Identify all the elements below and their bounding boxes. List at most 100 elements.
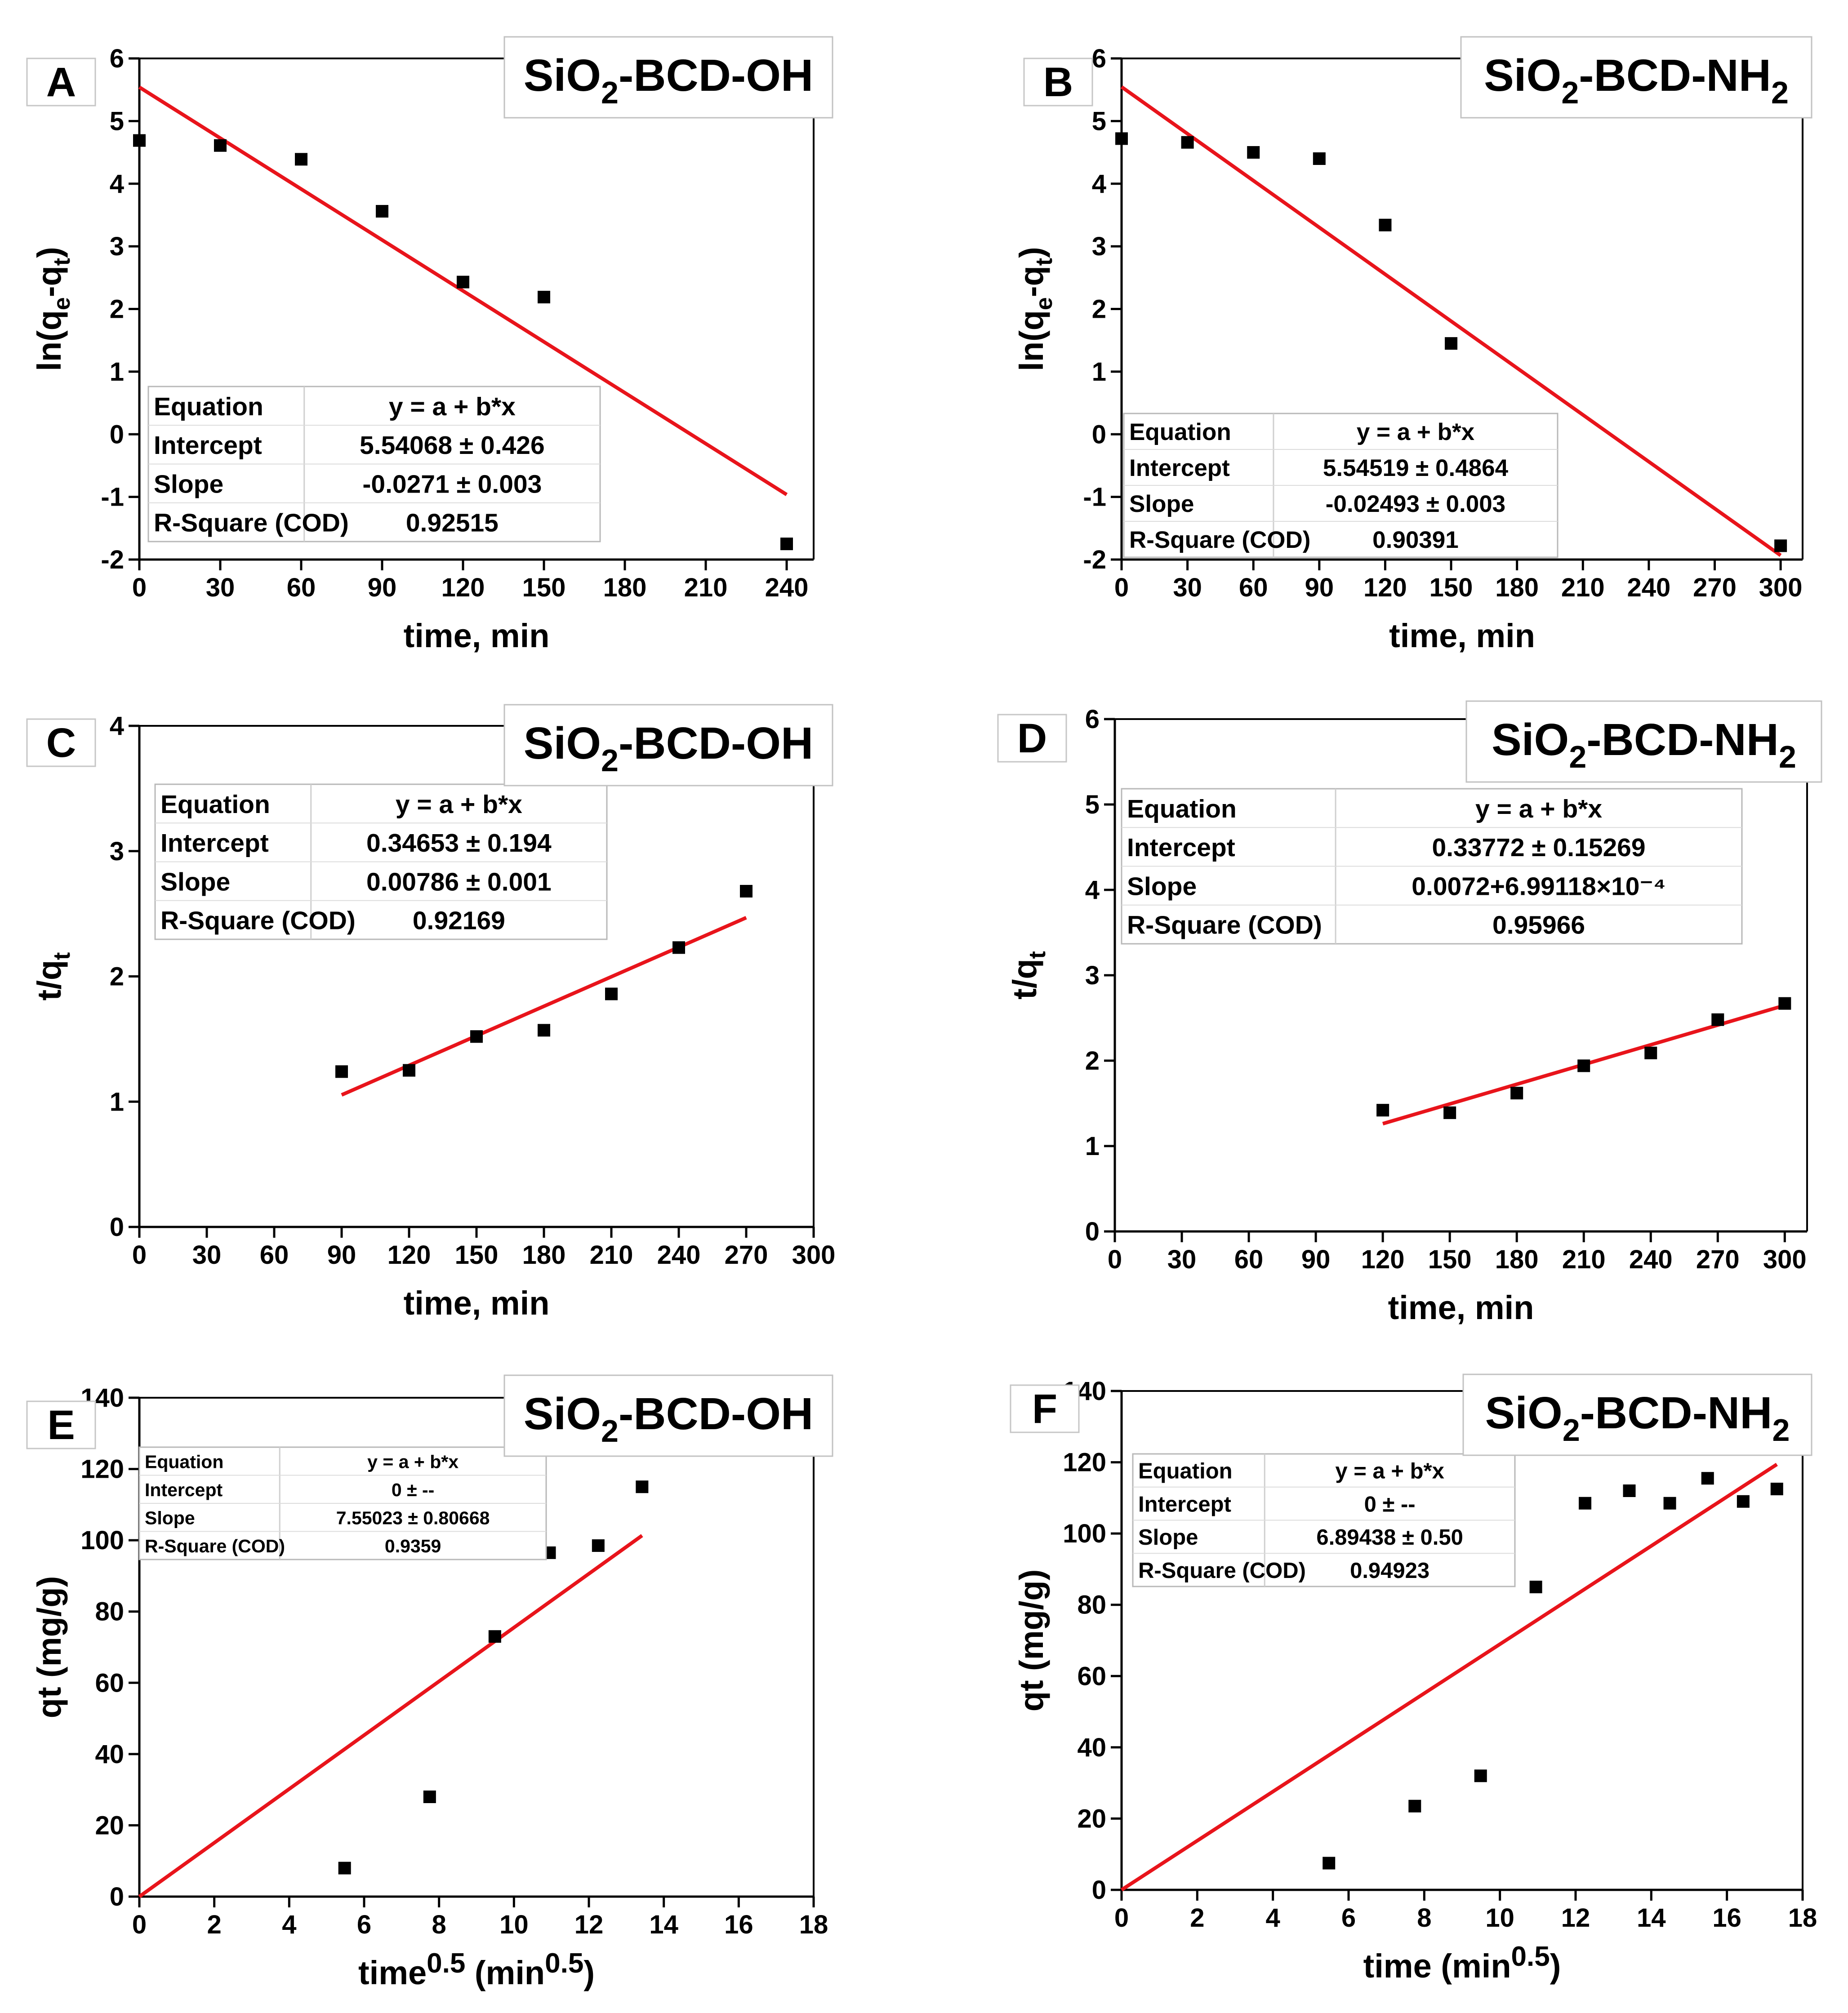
- stats-table-key: Equation: [154, 392, 263, 421]
- data-point: [1711, 1013, 1724, 1026]
- chart-title: SiO2-BCD-OH: [524, 1389, 813, 1449]
- y-tick-label: 4: [110, 711, 124, 741]
- title-box: [1460, 36, 1812, 119]
- data-point: [1379, 218, 1392, 231]
- stats-table: Equation y = a + b*x Intercept 0.33772 ± 0.…: [1121, 788, 1743, 945]
- y-axis-label: qt (mg/g): [1013, 1569, 1050, 1711]
- x-tick-label: 0: [132, 1240, 147, 1270]
- stats-table-value: 0.00786 ± 0.001: [366, 867, 552, 896]
- x-axis-label: time, min: [404, 1284, 550, 1322]
- x-tick-label: 18: [799, 1910, 828, 1939]
- y-tick-label: 2: [1085, 1046, 1100, 1075]
- data-point: [672, 941, 685, 954]
- y-tick-label: 3: [1092, 232, 1106, 261]
- x-tick-label: 0: [1114, 1903, 1129, 1933]
- chart-title: SiO2-BCD-OH: [524, 50, 813, 110]
- stats-table-key: Slope: [1127, 872, 1197, 901]
- stats-table-key: Intercept: [160, 829, 269, 858]
- x-tick-label: 150: [1428, 1245, 1472, 1274]
- stats-table-value: 6.89438 ± 0.50: [1316, 1525, 1463, 1550]
- x-tick-label: 0: [1108, 1245, 1122, 1274]
- chart-title: SiO2-BCD-NH2: [1485, 1388, 1790, 1448]
- chart-title-part: 2: [601, 1413, 619, 1449]
- x-axis-label-part: time, min: [1388, 1289, 1534, 1326]
- fit-line: [1120, 85, 1782, 557]
- y-axis-label: t/qt: [31, 952, 75, 1001]
- y-tick-label: 2: [110, 962, 124, 991]
- y-tick-label: 120: [1063, 1448, 1106, 1477]
- x-tick-label: 14: [1637, 1903, 1666, 1933]
- stats-table-key: Slope: [154, 470, 223, 498]
- fit-line: [138, 1534, 643, 1898]
- y-tick-label: 2: [1092, 295, 1106, 324]
- stats-table-value: 0.95966: [1492, 911, 1585, 940]
- x-tick-label: 0: [132, 1910, 147, 1939]
- x-tick-label: 30: [192, 1240, 222, 1270]
- y-tick-label: -2: [1083, 545, 1106, 574]
- x-tick-label: 180: [603, 573, 647, 602]
- data-point: [403, 1064, 415, 1077]
- stats-table-value: 5.54068 ± 0.426: [360, 431, 545, 460]
- data-point: [338, 1862, 351, 1875]
- panel-label-box: [26, 718, 96, 767]
- x-axis-label-part: 0.5: [545, 1948, 583, 1979]
- stats-table-key: R-Square (COD): [1127, 911, 1322, 940]
- data-point: [488, 1630, 501, 1643]
- x-tick-label: 300: [1763, 1245, 1807, 1274]
- data-point: [1529, 1581, 1542, 1594]
- x-axis-label: time, min: [404, 617, 550, 654]
- y-tick-label: 1: [1085, 1132, 1100, 1161]
- chart-title-part: -BCD-OH: [619, 718, 813, 769]
- x-tick-label: 60: [287, 573, 316, 602]
- y-axis-label: ln(qe-qt): [1013, 247, 1057, 371]
- x-tick-label: 180: [1495, 573, 1539, 602]
- y-tick-label: 80: [1077, 1591, 1106, 1620]
- data-point: [1445, 337, 1458, 350]
- x-tick-label: 150: [1429, 573, 1473, 602]
- x-axis-label-part: ): [1550, 1947, 1561, 1985]
- stats-table-value: y = a + b*x: [1335, 1459, 1444, 1484]
- stats-table-key: Equation: [1138, 1459, 1233, 1484]
- data-point: [335, 1065, 348, 1078]
- x-axis-label: time, min: [1388, 1289, 1534, 1326]
- y-axis-label-part: t: [1031, 258, 1057, 266]
- chart-title-part: 2: [1771, 75, 1789, 110]
- y-axis-label-part: qt (mg/g): [31, 1576, 68, 1718]
- stats-table-key: Slope: [145, 1507, 195, 1528]
- stats-table-value: 0 ± --: [392, 1480, 434, 1500]
- x-tick-label: 270: [725, 1240, 768, 1270]
- x-axis-label: time, min: [1389, 617, 1535, 654]
- y-tick-label: 3: [110, 837, 124, 866]
- fit-line: [138, 85, 788, 496]
- chart-title-part: -BCD-OH: [619, 1389, 813, 1439]
- data-point: [1770, 1483, 1783, 1496]
- data-point: [1181, 136, 1194, 149]
- x-tick-label: 120: [441, 573, 485, 602]
- x-tick-label: 240: [1629, 1245, 1673, 1274]
- y-axis-label-part: -q: [31, 266, 68, 297]
- y-tick-label: 4: [1092, 169, 1106, 199]
- y-tick-label: 60: [95, 1668, 124, 1697]
- data-point: [1247, 146, 1260, 159]
- chart-title-part: SiO: [1485, 1388, 1563, 1438]
- y-tick-label: 1: [110, 357, 124, 387]
- stats-table-key: Equation: [1129, 419, 1231, 445]
- chart-title-part: 2: [1569, 739, 1586, 774]
- stats-table-value: -0.0271 ± 0.003: [362, 470, 542, 498]
- y-axis-label-part: e: [49, 297, 75, 310]
- y-axis-label-part: -q: [1013, 266, 1050, 297]
- stats-table-key: R-Square (COD): [160, 907, 356, 935]
- panel-c: 0 1 2 3 4 0 30 60 90 120 150 180 210 240 270 300 Equatio…: [26, 704, 835, 1322]
- y-axis-label-part: ln(q: [1013, 310, 1050, 371]
- data-point: [470, 1030, 483, 1043]
- data-point: [1577, 1059, 1590, 1072]
- y-axis-label-part: e: [1031, 297, 1057, 310]
- x-tick-label: 210: [590, 1240, 633, 1270]
- y-tick-label: 5: [1085, 790, 1100, 819]
- x-tick-label: 90: [1301, 1245, 1331, 1274]
- x-tick-label: 240: [657, 1240, 701, 1270]
- fit-line: [341, 916, 747, 1097]
